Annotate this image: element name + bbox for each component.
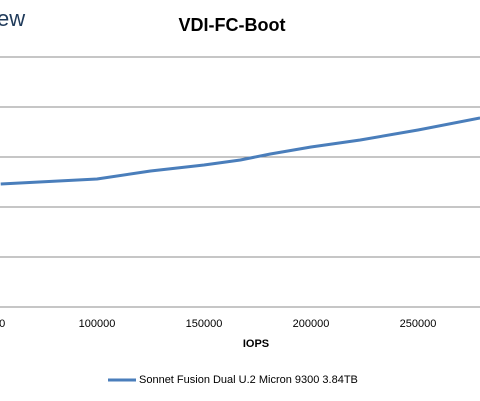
x-tick-label: 200000 — [293, 318, 330, 330]
x-tick-label: 250000 — [400, 318, 437, 330]
x-axis-title: IOPS — [243, 338, 269, 350]
x-tick-label: 50000 — [0, 318, 5, 330]
series-line — [0, 116, 480, 186]
x-tick-label: 150000 — [186, 318, 223, 330]
chart-title: VDI-FC-Boot — [179, 15, 286, 35]
x-tick-label: 100000 — [79, 318, 116, 330]
logo: ew — [0, 6, 25, 31]
legend-label: Sonnet Fusion Dual U.2 Micron 9300 3.84T… — [139, 374, 358, 386]
